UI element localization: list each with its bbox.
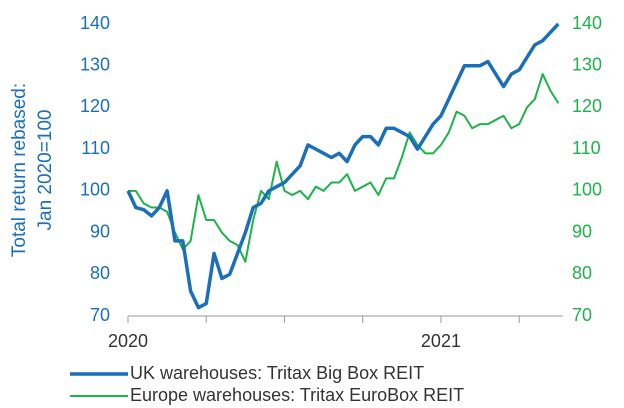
- y-tick-label: 90: [90, 221, 110, 241]
- y2-tick-label: 70: [572, 305, 592, 325]
- y-tick-label: 120: [80, 96, 110, 116]
- y-tick-label: 140: [80, 13, 110, 33]
- x-tick-label: 2020: [108, 331, 148, 351]
- series-line: [128, 73, 560, 263]
- y-tick-label: 130: [80, 54, 110, 74]
- y-tick-label: 80: [90, 263, 110, 283]
- y2-tick-label: 80: [572, 263, 592, 283]
- y2-tick-label: 120: [572, 96, 602, 116]
- x-tick-label: 2021: [421, 331, 461, 351]
- y-tick-label: 70: [90, 305, 110, 325]
- y2-tick-label: 90: [572, 221, 592, 241]
- y-axis-title: Total return rebased:: [9, 83, 30, 257]
- legend-label: UK warehouses: Tritax Big Box REIT: [130, 363, 424, 383]
- y-tick-label: 100: [80, 180, 110, 200]
- y-tick-label: 110: [81, 138, 110, 158]
- series-line: [126, 22, 560, 310]
- y2-tick-label: 140: [572, 13, 602, 33]
- y2-tick-label: 100: [572, 180, 602, 200]
- legend-label: Europe warehouses: Tritax EuroBox REIT: [130, 385, 464, 405]
- y2-tick-label: 130: [572, 54, 602, 74]
- y2-tick-label: 110: [572, 138, 601, 158]
- y-axis-title: Jan 2020=100: [35, 110, 56, 231]
